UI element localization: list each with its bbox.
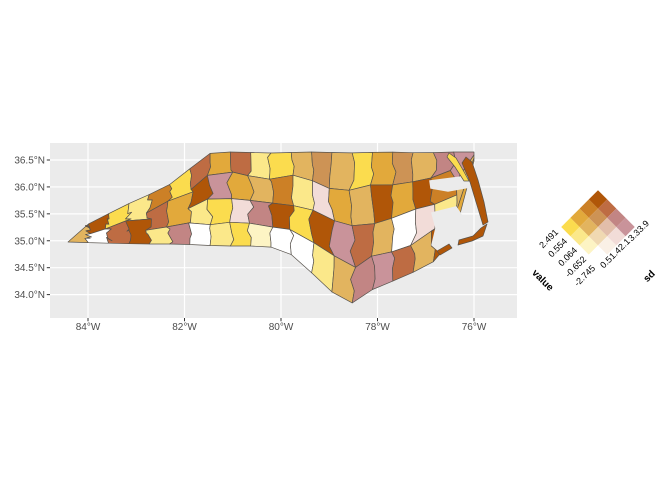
county	[247, 222, 274, 248]
county	[229, 221, 252, 247]
x-tick-label: 76°W	[462, 322, 487, 333]
currituck-sliver	[446, 152, 470, 182]
county	[291, 174, 315, 211]
county	[188, 222, 212, 246]
outer-banks-strip	[461, 156, 489, 226]
outer-banks-strip	[457, 223, 488, 246]
county	[207, 151, 234, 176]
y-tick-label: 34.0°N	[14, 290, 45, 301]
y-tick-label: 35.5°N	[14, 209, 45, 220]
x-tick-label: 78°W	[365, 322, 390, 333]
x-tick-label: 80°W	[269, 322, 294, 333]
sound-water	[431, 206, 467, 258]
county	[371, 217, 395, 257]
y-tick-label: 36.0°N	[14, 182, 45, 193]
outer-banks-strip	[436, 243, 453, 256]
county	[370, 151, 397, 186]
y-tick-label: 35.0°N	[14, 236, 45, 247]
x-tick-label: 82°W	[172, 322, 197, 333]
county	[269, 174, 295, 207]
county	[267, 152, 295, 180]
y-tick-label: 36.5°N	[14, 156, 45, 167]
y-tick-label: 34.5°N	[14, 263, 45, 274]
county	[391, 151, 414, 186]
county	[247, 152, 272, 180]
county	[328, 152, 355, 191]
x-tick-label: 84°W	[76, 322, 101, 333]
